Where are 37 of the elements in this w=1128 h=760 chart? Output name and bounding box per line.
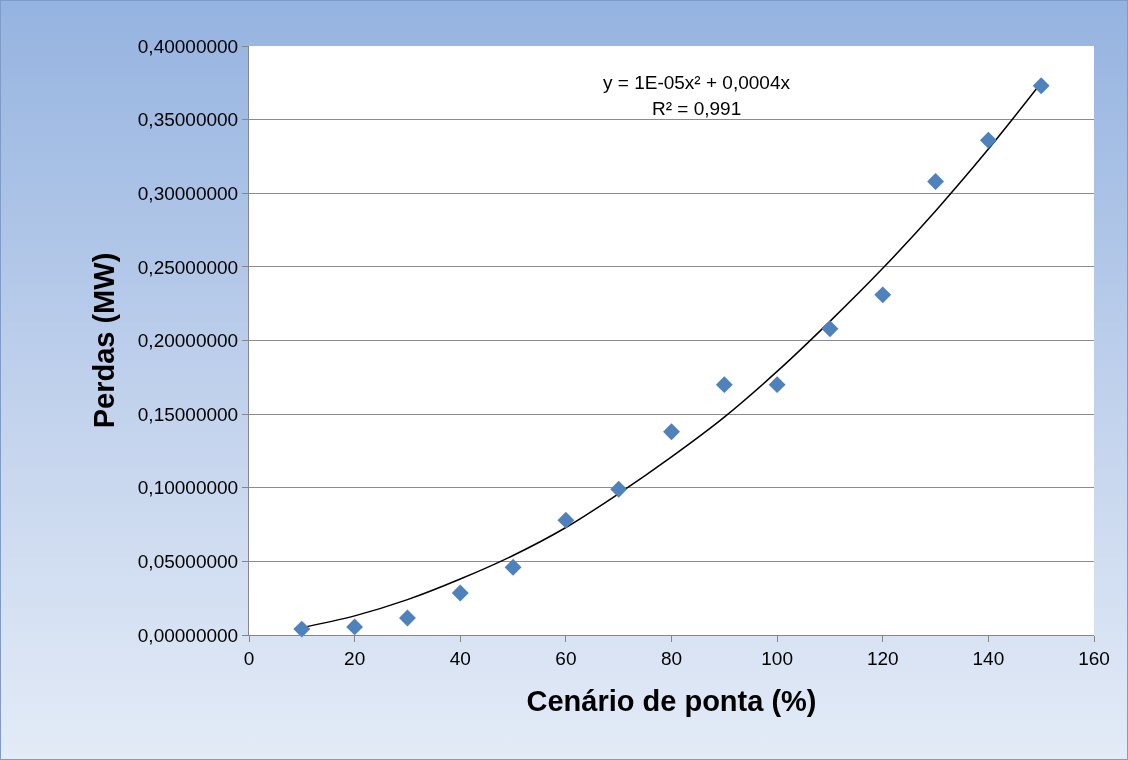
y-tick-label: 0,25000000 <box>137 256 239 278</box>
point <box>451 584 469 602</box>
point <box>663 423 680 441</box>
annotation: R² = 0,991 <box>652 98 742 119</box>
x-tick-label: 100 <box>761 647 793 669</box>
x-tick-label: 160 <box>1078 647 1110 669</box>
point <box>557 511 575 529</box>
point <box>768 376 786 394</box>
point <box>398 609 416 627</box>
x-tick-label: 120 <box>866 647 899 669</box>
point <box>927 173 945 190</box>
point <box>610 480 628 498</box>
x-axis-title: Cenário de ponta (%) <box>526 684 817 717</box>
x-tick-label: 0 <box>243 647 255 669</box>
y-tick-label: 0,40000000 <box>137 35 239 57</box>
annotation: y = 1E-05x² + 0,0004x <box>603 72 791 93</box>
x-tick-label: 80 <box>660 647 683 669</box>
point <box>821 320 839 338</box>
y-tick-label: 0,05000000 <box>137 551 239 573</box>
point <box>979 131 997 149</box>
x-tick-label: 20 <box>344 647 366 669</box>
point <box>715 376 733 394</box>
point <box>293 620 311 638</box>
point <box>874 286 892 304</box>
y-tick-label: 0,00000000 <box>137 624 239 646</box>
y-tick-label: 0,20000000 <box>137 330 239 352</box>
x-tick-label: 140 <box>972 647 1005 669</box>
x-tick-label: 60 <box>555 647 577 669</box>
y-tick-label: 0,30000000 <box>137 182 239 204</box>
y-tick-label: 0,35000000 <box>137 109 239 131</box>
point <box>346 618 364 636</box>
y-tick-label: 0,10000000 <box>137 477 239 499</box>
y-axis-title: Perdas (MW) <box>88 252 121 429</box>
point <box>1032 77 1050 95</box>
y-tick-label: 0,15000000 <box>137 403 239 425</box>
point <box>504 558 522 576</box>
x-tick-label: 40 <box>449 647 471 669</box>
